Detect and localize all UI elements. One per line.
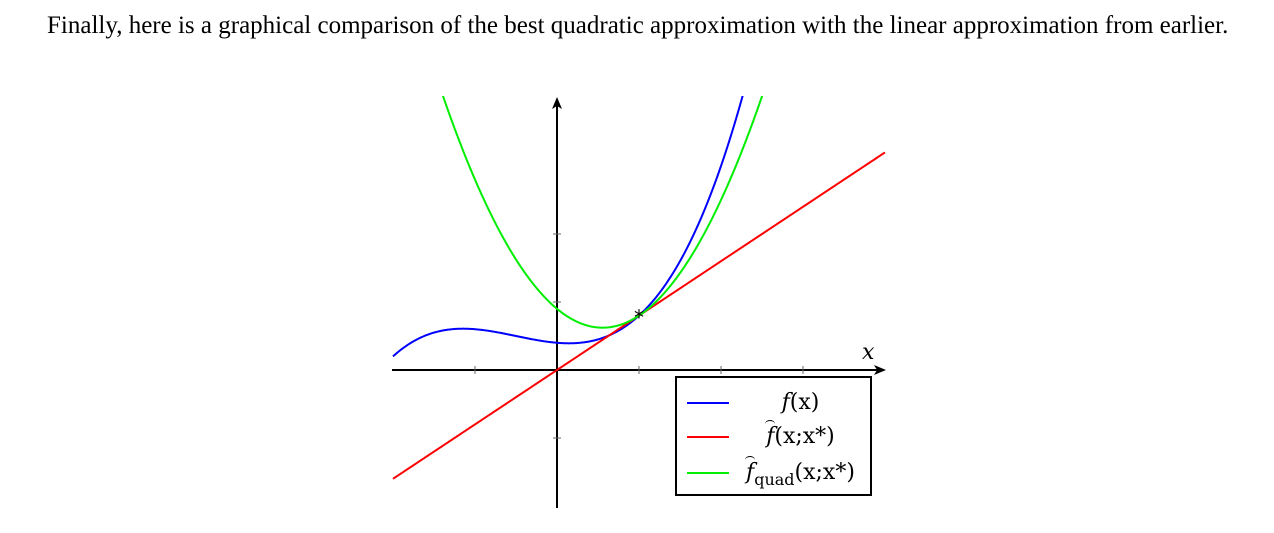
- legend-entry-f: f(x): [677, 388, 870, 418]
- series-quadratic-curve: [441, 96, 764, 329]
- expansion-point-marker: *: [634, 306, 644, 330]
- legend-label-f: f(x): [781, 390, 820, 415]
- legend-entry-quadratic: fquad(x;x*): [677, 456, 870, 489]
- x-axis-label: x: [862, 340, 875, 365]
- legend-label-linear: f(x;x*): [737, 420, 864, 452]
- legend-line-blue: [687, 402, 729, 404]
- x-axis-arrow: [874, 365, 886, 375]
- legend-label-quadratic: fquad(x;x*): [745, 456, 855, 489]
- expansion-point-star: *: [634, 306, 644, 330]
- legend-entry-linear: f(x;x*): [677, 420, 870, 452]
- body-paragraph: Finally, here is a graphical comparison …: [47, 12, 1229, 39]
- y-axis-arrow: [552, 97, 562, 109]
- axes: [392, 97, 886, 508]
- legend-line-green: [687, 472, 729, 474]
- legend-line-red: [687, 436, 729, 438]
- curves: [392, 96, 886, 480]
- legend: f(x) f(x;x*) fquad(x;x*): [675, 376, 872, 496]
- series-f-curve: [392, 96, 744, 358]
